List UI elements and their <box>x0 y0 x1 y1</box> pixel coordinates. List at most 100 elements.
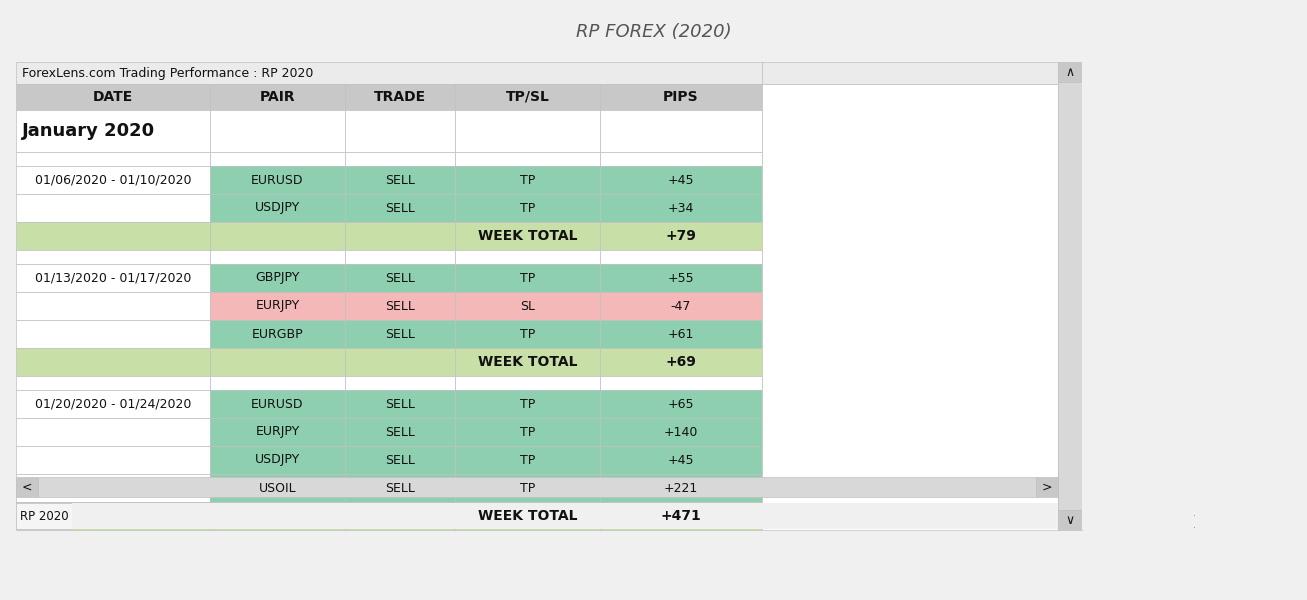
Text: +79: +79 <box>665 229 697 243</box>
Bar <box>210 84 345 110</box>
Bar <box>210 474 345 502</box>
Bar <box>600 474 762 502</box>
Bar <box>210 502 345 530</box>
Bar <box>210 348 345 376</box>
Text: SELL: SELL <box>386 202 414 214</box>
Bar <box>600 250 762 264</box>
Bar <box>455 348 600 376</box>
Bar <box>210 194 345 222</box>
Text: SL: SL <box>520 299 535 313</box>
Bar <box>210 152 345 166</box>
Bar <box>16 250 210 264</box>
Bar <box>600 222 762 250</box>
Bar <box>345 446 455 474</box>
Bar <box>1057 510 1082 530</box>
Text: EURGBP: EURGBP <box>252 328 303 340</box>
Text: WEEK TOTAL: WEEK TOTAL <box>478 355 578 369</box>
Bar <box>455 292 600 320</box>
Text: 01/13/2020 - 01/17/2020: 01/13/2020 - 01/17/2020 <box>35 271 191 284</box>
Bar <box>16 152 210 166</box>
Bar <box>345 376 455 390</box>
Bar <box>345 264 455 292</box>
Text: SELL: SELL <box>386 454 414 467</box>
Bar <box>1057 82 1082 510</box>
Bar <box>600 320 762 348</box>
Text: PAIR: PAIR <box>260 90 295 104</box>
Text: USOIL: USOIL <box>259 481 297 494</box>
Text: TRADE: TRADE <box>374 90 426 104</box>
Bar <box>16 474 210 502</box>
Text: ∨: ∨ <box>1065 514 1074 527</box>
Text: SELL: SELL <box>386 173 414 187</box>
Bar <box>455 474 600 502</box>
Bar <box>600 446 762 474</box>
Bar <box>16 320 210 348</box>
Bar <box>16 348 210 376</box>
Bar <box>16 84 210 110</box>
Bar <box>455 166 600 194</box>
Text: DATE: DATE <box>93 90 133 104</box>
Text: WEEK TOTAL: WEEK TOTAL <box>478 229 578 243</box>
Text: ·
·: · · <box>1193 511 1196 533</box>
Text: RP FOREX (2020): RP FOREX (2020) <box>575 23 732 41</box>
Text: EURUSD: EURUSD <box>251 173 303 187</box>
Bar <box>455 110 600 152</box>
Text: +45: +45 <box>668 173 694 187</box>
Bar <box>600 292 762 320</box>
Text: 01/06/2020 - 01/10/2020: 01/06/2020 - 01/10/2020 <box>35 173 191 187</box>
Text: TP: TP <box>520 481 535 494</box>
Bar <box>210 376 345 390</box>
Bar <box>455 222 600 250</box>
Bar <box>16 292 210 320</box>
Bar <box>16 477 38 497</box>
Bar <box>1036 477 1057 497</box>
Bar <box>600 152 762 166</box>
Text: TP: TP <box>520 328 535 340</box>
Text: +55: +55 <box>668 271 694 284</box>
Bar <box>16 264 210 292</box>
Bar <box>455 418 600 446</box>
Bar <box>345 152 455 166</box>
Text: +34: +34 <box>668 202 694 214</box>
Bar <box>455 152 600 166</box>
Text: January 2020: January 2020 <box>22 122 156 140</box>
Bar <box>345 418 455 446</box>
Text: -47: -47 <box>670 299 691 313</box>
Bar <box>1082 62 1307 530</box>
Bar <box>345 390 455 418</box>
Text: PIPS: PIPS <box>663 90 699 104</box>
Bar <box>345 502 455 530</box>
Bar <box>455 194 600 222</box>
Bar <box>455 390 600 418</box>
Bar <box>345 194 455 222</box>
Text: TP: TP <box>520 271 535 284</box>
Bar <box>600 194 762 222</box>
Bar <box>16 110 210 152</box>
Bar <box>210 110 345 152</box>
Text: +471: +471 <box>660 509 702 523</box>
Text: +221: +221 <box>664 481 698 494</box>
Text: TP: TP <box>520 397 535 410</box>
Text: TP: TP <box>520 173 535 187</box>
Text: TP: TP <box>520 454 535 467</box>
Bar <box>600 376 762 390</box>
Text: USDJPY: USDJPY <box>255 454 301 467</box>
Bar <box>210 264 345 292</box>
Text: SELL: SELL <box>386 481 414 494</box>
Bar <box>210 292 345 320</box>
Bar <box>762 62 1057 84</box>
Text: ForexLens.com Trading Performance : RP 2020: ForexLens.com Trading Performance : RP 2… <box>22 67 314 79</box>
Bar <box>16 503 72 529</box>
Bar <box>600 390 762 418</box>
Text: USDJPY: USDJPY <box>255 202 301 214</box>
Bar <box>16 502 210 530</box>
Bar <box>600 418 762 446</box>
Text: ∧: ∧ <box>1065 65 1074 79</box>
Bar <box>345 166 455 194</box>
Text: TP/SL: TP/SL <box>506 90 549 104</box>
Text: EURJPY: EURJPY <box>255 299 299 313</box>
Bar <box>455 502 600 530</box>
Text: TP: TP <box>520 202 535 214</box>
Bar <box>345 320 455 348</box>
Bar <box>455 446 600 474</box>
